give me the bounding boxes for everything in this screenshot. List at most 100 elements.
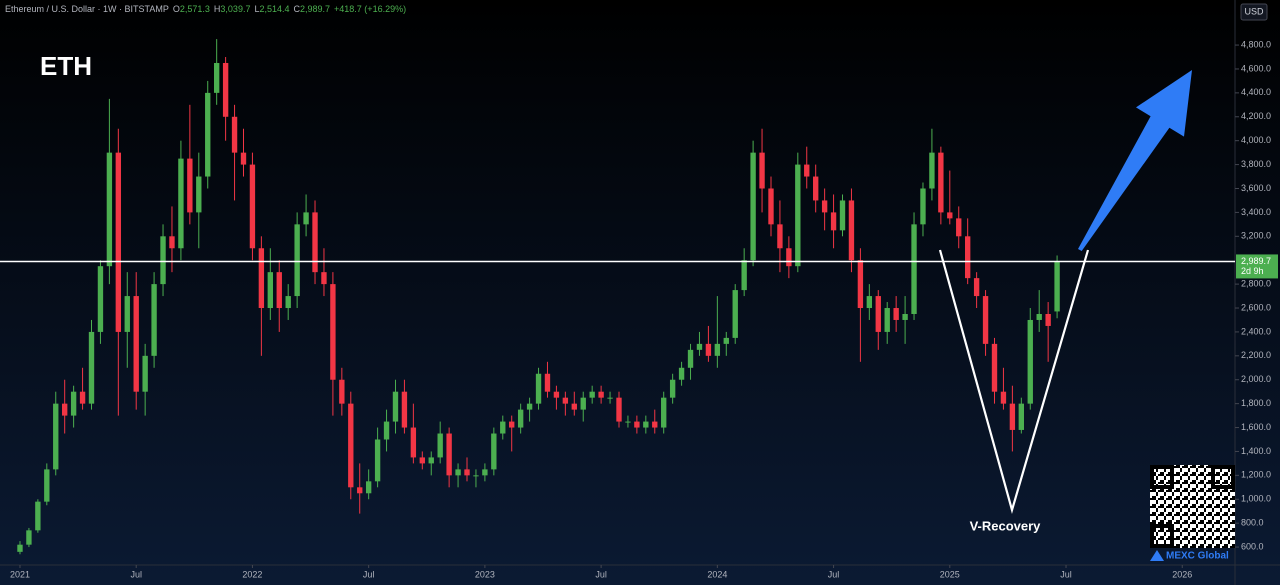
candle-body bbox=[357, 487, 363, 494]
y-tick-label: 2,600.0 bbox=[1241, 302, 1271, 312]
currency-box bbox=[1240, 3, 1268, 21]
y-tick-label: 4,400.0 bbox=[1241, 87, 1271, 97]
ticker-annotation: ETH bbox=[40, 51, 92, 81]
candle-body bbox=[661, 397, 667, 428]
candle-body bbox=[17, 544, 23, 552]
candle-body bbox=[669, 379, 676, 398]
candle-body bbox=[634, 421, 640, 428]
candle-body bbox=[151, 284, 157, 356]
header-key: L bbox=[254, 4, 259, 14]
last-price-countdown: 2d 9h bbox=[1241, 266, 1264, 276]
qr-finder bbox=[1150, 524, 1174, 548]
candle-body bbox=[178, 158, 184, 249]
candle-body bbox=[705, 343, 712, 356]
header-value: 2,514.4 bbox=[259, 4, 289, 14]
candle-body bbox=[196, 176, 202, 213]
candle-body bbox=[88, 331, 95, 404]
up-arrow bbox=[1078, 70, 1192, 251]
candle-body bbox=[160, 236, 166, 285]
y-tick-label: 1,400.0 bbox=[1241, 446, 1271, 456]
x-tick-label: Jul bbox=[595, 569, 607, 579]
candle-body bbox=[428, 457, 434, 464]
x-tick-label: Jul bbox=[130, 569, 142, 579]
candle-body bbox=[392, 391, 399, 422]
last-price-label: 2,989.7 bbox=[1241, 256, 1271, 266]
candle-body bbox=[750, 152, 756, 261]
candle-body bbox=[321, 272, 327, 285]
candle-body bbox=[652, 421, 658, 428]
candle-body bbox=[401, 391, 408, 428]
candle-body bbox=[929, 152, 935, 189]
qr-code bbox=[1150, 465, 1235, 548]
x-tick-label: Jul bbox=[1060, 569, 1072, 579]
candle-body bbox=[875, 296, 881, 332]
candle-body bbox=[115, 152, 122, 332]
candle-body bbox=[795, 164, 801, 267]
x-tick-label: 2023 bbox=[475, 569, 495, 579]
candle-body bbox=[786, 248, 792, 267]
candle-body bbox=[187, 158, 193, 213]
y-tick-label: 4,000.0 bbox=[1241, 135, 1271, 145]
candle-body bbox=[1018, 403, 1025, 430]
candle-body bbox=[231, 116, 238, 153]
candle-body bbox=[213, 62, 220, 93]
y-tick-label: 2,400.0 bbox=[1241, 326, 1271, 336]
candle-body bbox=[509, 421, 515, 428]
candle-body bbox=[410, 427, 417, 458]
header-key: H bbox=[214, 4, 221, 14]
candle-body bbox=[491, 433, 497, 470]
chart-header: Ethereum / U.S. Dollar · 1W · BITSTAMP O2… bbox=[5, 4, 406, 14]
watermark-logo bbox=[1150, 550, 1164, 561]
candle-body bbox=[964, 236, 971, 279]
candle-body bbox=[1036, 313, 1042, 320]
plot-area bbox=[17, 39, 1060, 555]
candle-body bbox=[482, 469, 488, 476]
header-value: 3,039.7 bbox=[220, 4, 250, 14]
x-tick-label: Jul bbox=[828, 569, 840, 579]
y-tick-label: 3,800.0 bbox=[1241, 159, 1271, 169]
candle-body bbox=[330, 284, 336, 380]
candle-body bbox=[678, 367, 685, 380]
header-value: 2,989.7 bbox=[300, 4, 330, 14]
candle-body bbox=[625, 421, 631, 423]
candle-body bbox=[1045, 313, 1051, 326]
qr-finder bbox=[1150, 465, 1174, 489]
candle-body bbox=[446, 433, 452, 476]
candle-body bbox=[44, 469, 50, 502]
candle-body bbox=[571, 403, 577, 410]
header-value: +418.7 (+16.29%) bbox=[334, 4, 406, 14]
y-tick-label: 3,600.0 bbox=[1241, 183, 1271, 193]
y-tick-label: 3,200.0 bbox=[1241, 231, 1271, 241]
y-tick-label: 2,200.0 bbox=[1241, 350, 1271, 360]
candle-body bbox=[696, 343, 703, 350]
y-tick-label: 4,200.0 bbox=[1241, 111, 1271, 121]
candle-body bbox=[866, 296, 873, 309]
candle-body bbox=[741, 260, 747, 291]
candle-body bbox=[500, 421, 506, 434]
y-tick-label: 4,600.0 bbox=[1241, 63, 1271, 73]
candle-body bbox=[562, 397, 569, 404]
candle-body bbox=[714, 343, 721, 356]
candle-body bbox=[106, 152, 113, 267]
x-tick-label: 2025 bbox=[940, 569, 960, 579]
watermark: MEXC Global bbox=[1166, 551, 1229, 562]
candle-body bbox=[911, 224, 917, 314]
candle-body bbox=[249, 164, 256, 249]
x-tick-label: 2024 bbox=[707, 569, 727, 579]
header-value: 2,571.3 bbox=[180, 4, 210, 14]
candle-body bbox=[956, 218, 962, 237]
candle-body bbox=[535, 373, 542, 404]
candle-body bbox=[473, 475, 479, 477]
candle-body bbox=[240, 152, 247, 165]
qr-finder bbox=[1211, 465, 1235, 489]
v-shape bbox=[938, 249, 1090, 515]
y-tick-label: 3,400.0 bbox=[1241, 207, 1271, 217]
candle-body bbox=[1000, 391, 1007, 404]
candle-body bbox=[768, 188, 774, 225]
y-tick-label: 1,200.0 bbox=[1241, 470, 1271, 480]
candle-body bbox=[62, 403, 68, 416]
candle-body bbox=[303, 212, 309, 225]
